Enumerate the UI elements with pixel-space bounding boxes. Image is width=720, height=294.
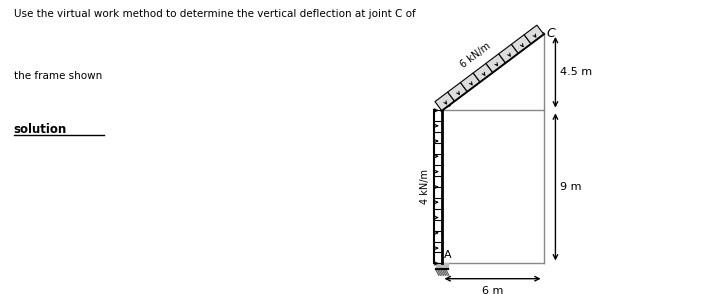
Polygon shape xyxy=(486,54,505,72)
Polygon shape xyxy=(460,73,480,91)
Polygon shape xyxy=(499,44,518,63)
Polygon shape xyxy=(524,25,544,44)
Text: 4 kN/m: 4 kN/m xyxy=(420,169,431,204)
Text: 6 kN/m: 6 kN/m xyxy=(459,40,492,69)
Text: the frame shown: the frame shown xyxy=(14,71,102,81)
Polygon shape xyxy=(448,83,467,101)
Polygon shape xyxy=(473,64,492,82)
Text: A: A xyxy=(444,250,451,260)
Text: solution: solution xyxy=(14,123,67,136)
Polygon shape xyxy=(435,92,454,111)
Text: B: B xyxy=(444,99,451,109)
Text: 4.5 m: 4.5 m xyxy=(559,67,592,77)
Text: C: C xyxy=(546,27,555,41)
Text: 6 m: 6 m xyxy=(482,285,503,294)
Text: 9 m: 9 m xyxy=(559,182,581,192)
Text: Use the virtual work method to determine the vertical deflection at joint C of: Use the virtual work method to determine… xyxy=(14,9,415,19)
Polygon shape xyxy=(511,35,531,53)
Bar xyxy=(436,263,448,269)
